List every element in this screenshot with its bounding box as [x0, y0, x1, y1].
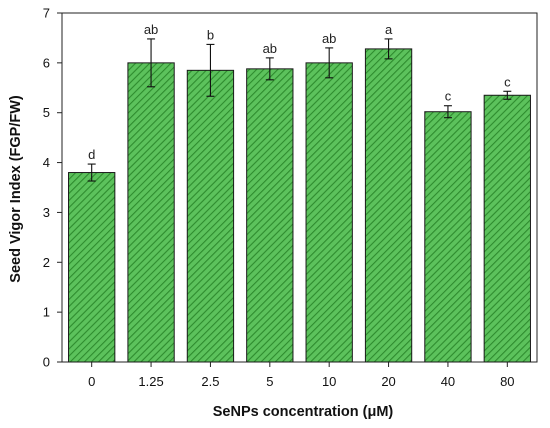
- bar: [186, 69, 235, 363]
- significance-label: ab: [144, 22, 158, 37]
- y-tick-label: 7: [43, 6, 50, 21]
- x-tick-label: 0: [88, 374, 95, 389]
- y-tick-label: 6: [43, 55, 50, 70]
- x-tick-label: 40: [441, 374, 455, 389]
- significance-label: c: [504, 74, 511, 89]
- significance-label: c: [445, 89, 452, 104]
- significance-label: b: [207, 27, 214, 42]
- x-tick-label: 1.25: [138, 374, 163, 389]
- plot-frame: [61, 12, 538, 363]
- bar: [127, 62, 175, 363]
- y-tick-label: 1: [43, 305, 50, 320]
- x-tick-label: 2.5: [201, 374, 219, 389]
- bar: [364, 48, 413, 363]
- y-tick-label: 5: [43, 105, 50, 120]
- y-tick-label: 3: [43, 205, 50, 220]
- x-tick-label: 20: [381, 374, 395, 389]
- y-axis-title: Seed Vigor Index (FGP/FW): [8, 95, 24, 283]
- bar: [483, 94, 531, 363]
- bar: [305, 62, 353, 363]
- y-tick-label: 0: [43, 355, 50, 370]
- y-tick-label: 2: [43, 255, 50, 270]
- x-tick-label: 80: [500, 374, 514, 389]
- bar: [68, 172, 116, 363]
- significance-label: d: [88, 147, 95, 162]
- y-tick-label: 4: [43, 155, 50, 170]
- significance-label: ab: [263, 41, 277, 56]
- bar: [246, 68, 294, 363]
- significance-label: a: [385, 22, 393, 37]
- x-axis-title: SeNPs concentration (μM): [213, 404, 394, 420]
- bar: [424, 111, 472, 363]
- x-tick-label: 5: [266, 374, 273, 389]
- x-tick-label: 10: [322, 374, 336, 389]
- significance-label: ab: [322, 31, 336, 46]
